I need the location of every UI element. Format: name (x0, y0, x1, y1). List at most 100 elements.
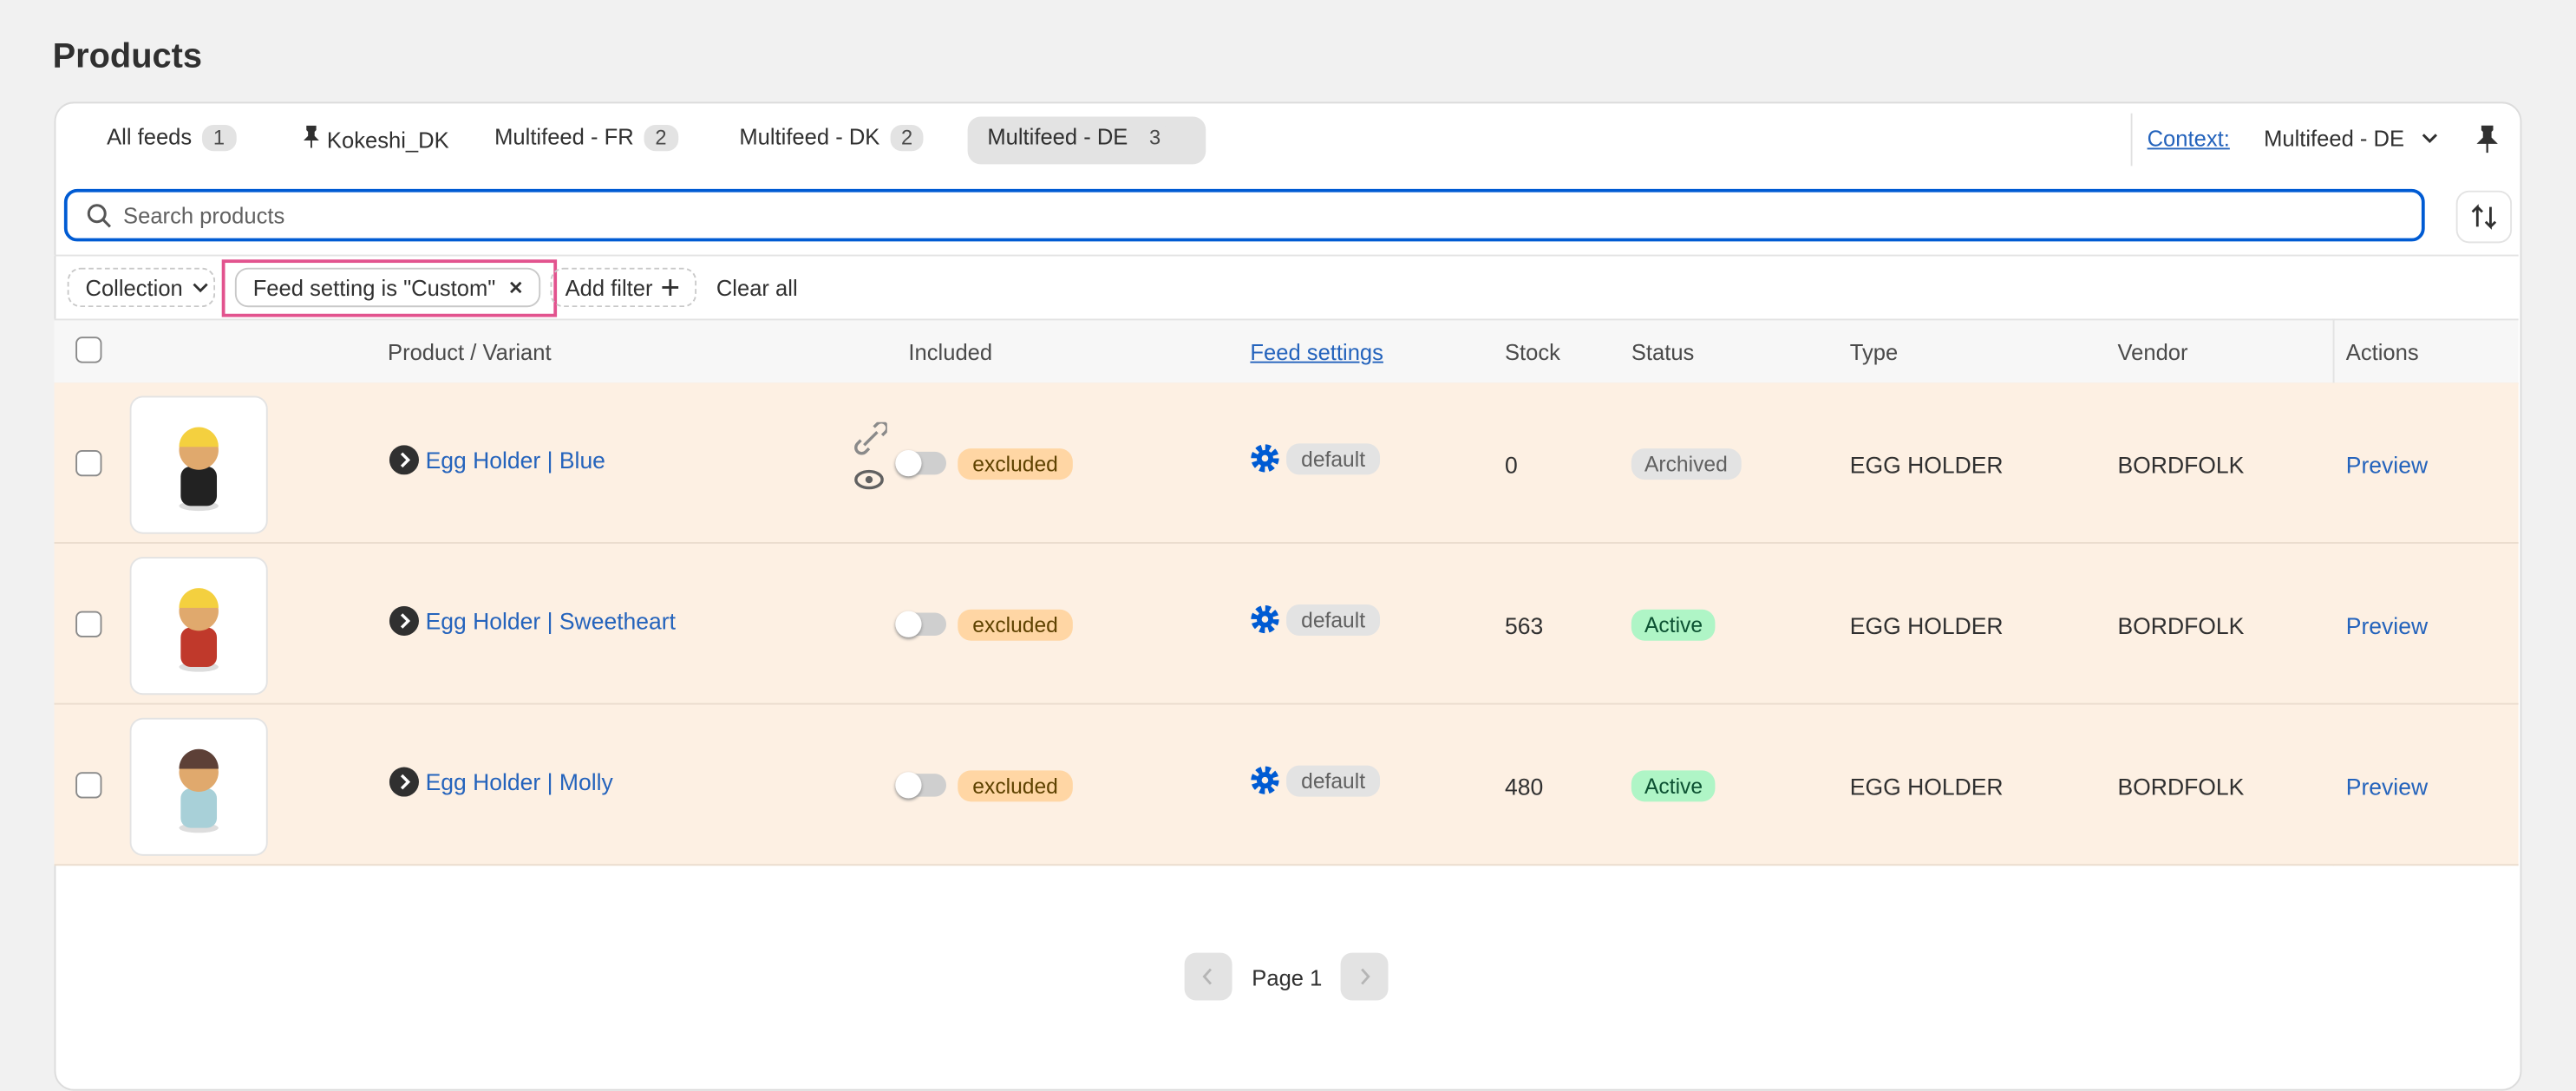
stock: 480 (1504, 774, 1544, 800)
tab[interactable]: Kokeshi_DK (301, 125, 449, 153)
included-badge: excluded (958, 448, 1073, 480)
separator (2130, 113, 2133, 167)
row-icons[interactable] (854, 421, 889, 503)
included-badge: excluded (958, 609, 1073, 641)
row (54, 543, 2519, 705)
tab-label: All feeds (107, 124, 193, 150)
prev-icon (1202, 968, 1213, 985)
figure (179, 427, 219, 512)
tab-count: 2 (644, 124, 678, 152)
column-header[interactable]: Feed settings (1250, 340, 1383, 365)
stock: 0 (1504, 451, 1518, 479)
column-header: Stock (1504, 340, 1560, 365)
plus-icon (662, 278, 679, 296)
figure (179, 588, 219, 672)
settings-icon[interactable] (1250, 604, 1279, 639)
column-header: Included (908, 340, 993, 365)
feed-setting-badge: default (1286, 765, 1381, 797)
column-header: Actions (2345, 340, 2419, 365)
context-select[interactable]: Multifeed - DE (2264, 127, 2440, 151)
prev-page[interactable] (1184, 952, 1232, 1001)
preview-link[interactable]: Preview (2345, 774, 2429, 800)
tab[interactable]: Multifeed - DE 3 (987, 124, 1173, 152)
settings-icon[interactable] (1250, 443, 1279, 478)
pin-icon (304, 125, 319, 148)
next-page[interactable] (1340, 952, 1389, 1001)
filter-label: Add filter (565, 276, 653, 301)
product-image (129, 395, 268, 534)
toggle-knob (895, 611, 922, 637)
chevron-circle (389, 445, 419, 475)
highlight-box (221, 259, 558, 317)
tab-count: 3 (1137, 124, 1173, 152)
chevron (193, 283, 208, 293)
toggle[interactable] (895, 449, 947, 477)
toggle[interactable] (895, 772, 947, 799)
search-placeholder: Search products (123, 203, 285, 229)
tab[interactable]: Multifeed - FR 2 (494, 124, 678, 152)
tab-count: 1 (201, 124, 237, 152)
active-filter[interactable]: Feed setting is "Custom" (234, 267, 541, 308)
filter-label: Feed setting is "Custom" (252, 276, 496, 301)
expand-icon[interactable] (389, 767, 419, 802)
tab[interactable]: Multifeed - DK 2 (739, 124, 925, 152)
product-link[interactable]: Egg Holder | Blue (425, 447, 605, 474)
filter-label: Collection (85, 276, 183, 301)
chevron-circle (389, 605, 419, 637)
tab[interactable]: All feeds 1 (107, 124, 237, 152)
preview-link[interactable]: Preview (2345, 612, 2429, 639)
chevron-circle (389, 767, 419, 797)
column-header: Type (1849, 340, 1899, 365)
context-link[interactable]: Context: (2147, 126, 2230, 152)
preview-link[interactable]: Preview (2345, 451, 2429, 479)
gear (1251, 766, 1279, 794)
expand-icon[interactable] (389, 605, 419, 641)
type: EGG HOLDER (1849, 774, 2004, 800)
chevron (2422, 134, 2438, 144)
search-icon (87, 204, 111, 228)
select-all-checkbox[interactable] (75, 336, 102, 363)
sort-icon (2471, 204, 2497, 230)
pin-button[interactable] (2475, 125, 2501, 154)
feed-setting-badge: default (1286, 443, 1381, 475)
row-checkbox[interactable] (75, 449, 102, 477)
vendor: BORDFOLK (2117, 774, 2245, 800)
included-badge: excluded (958, 770, 1073, 802)
status-badge: Archived (1631, 448, 1741, 480)
gear (1251, 604, 1279, 634)
tab-label: Kokeshi_DK (326, 127, 449, 154)
remove-icon[interactable] (507, 279, 524, 296)
product-image (129, 717, 268, 856)
clear-all[interactable]: Clear all (716, 276, 798, 301)
vendor: BORDFOLK (2117, 612, 2245, 639)
row-checkbox[interactable] (75, 772, 102, 799)
product-link[interactable]: Egg Holder | Molly (425, 768, 613, 795)
type: EGG HOLDER (1849, 612, 2004, 639)
status-badge: Active (1631, 609, 1716, 641)
table-header (54, 318, 2519, 385)
tab-count: 2 (889, 124, 925, 152)
tab-label: Multifeed - DE (987, 124, 1128, 150)
page-title: Products (52, 37, 203, 76)
toggle-knob (895, 772, 922, 799)
settings-icon[interactable] (1250, 766, 1279, 800)
collection-filter[interactable]: Collection (67, 267, 216, 308)
product-link[interactable]: Egg Holder | Sweetheart (425, 607, 677, 635)
type: EGG HOLDER (1849, 451, 2004, 479)
figure (179, 748, 219, 833)
column-header: Status (1631, 340, 1695, 365)
expand-icon[interactable] (389, 445, 419, 480)
column-header: Product / Variant (388, 340, 552, 365)
context-value: Multifeed - DE (2264, 126, 2405, 152)
feed-setting-badge: default (1286, 604, 1381, 637)
sort-button[interactable] (2455, 190, 2513, 244)
search-input[interactable]: Search products (63, 188, 2425, 242)
row (54, 382, 2519, 544)
row-checkbox[interactable] (75, 611, 102, 637)
link-eye-icons (854, 421, 889, 490)
toggle[interactable] (895, 611, 947, 637)
vendor: BORDFOLK (2117, 451, 2245, 479)
add-filter[interactable]: Add filter (550, 267, 697, 308)
status-badge: Active (1631, 770, 1716, 802)
tab-label: Multifeed - DK (739, 124, 880, 150)
